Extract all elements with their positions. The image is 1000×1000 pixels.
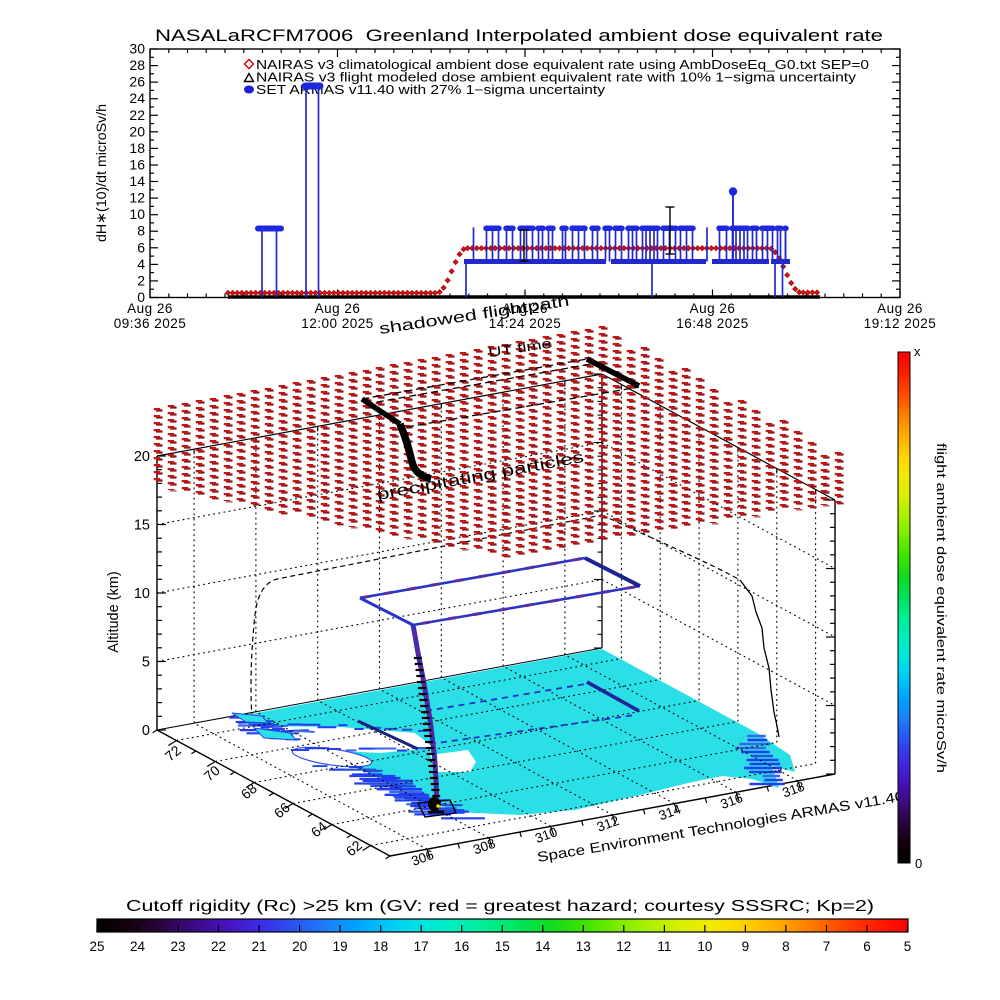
svg-text:x: x — [914, 344, 921, 359]
svg-text:0: 0 — [915, 856, 922, 871]
svg-text:20: 20 — [292, 939, 307, 954]
svg-text:14: 14 — [129, 173, 145, 189]
svg-text:11: 11 — [657, 939, 671, 954]
svg-text:19:12 2025: 19:12 2025 — [864, 316, 937, 331]
svg-text:5: 5 — [142, 655, 150, 671]
svg-text:0: 0 — [142, 723, 150, 739]
svg-text:318: 318 — [780, 779, 806, 801]
svg-text:30: 30 — [129, 41, 145, 57]
svg-text:12: 12 — [129, 190, 145, 206]
svg-text:dH∗(10)/dt microSv/h: dH∗(10)/dt microSv/h — [94, 104, 110, 242]
svg-text:308: 308 — [471, 836, 497, 858]
svg-text:28: 28 — [129, 57, 145, 73]
svg-text:4: 4 — [137, 256, 145, 272]
svg-text:8: 8 — [137, 223, 145, 239]
svg-text:10: 10 — [697, 939, 712, 954]
svg-text:Aug 26: Aug 26 — [502, 301, 548, 316]
svg-text:310: 310 — [533, 824, 559, 846]
svg-text:13: 13 — [576, 939, 591, 954]
svg-text:12: 12 — [616, 939, 631, 954]
svg-text:25: 25 — [89, 939, 104, 954]
svg-text:24: 24 — [129, 90, 145, 106]
svg-text:flight ambient dose equivalent: flight ambient dose equivalent rate micr… — [934, 443, 949, 773]
svg-text:9: 9 — [742, 939, 750, 954]
svg-text:8: 8 — [782, 939, 790, 954]
svg-text:306: 306 — [409, 847, 435, 869]
svg-text:Aug 26: Aug 26 — [877, 301, 923, 316]
svg-text:7: 7 — [823, 939, 831, 954]
svg-text:15: 15 — [134, 518, 150, 534]
svg-text:14:24 2025: 14:24 2025 — [489, 316, 562, 331]
svg-text:14: 14 — [535, 939, 551, 954]
svg-text:16: 16 — [454, 939, 469, 954]
svg-text:15: 15 — [495, 939, 510, 954]
svg-text:19: 19 — [333, 939, 348, 954]
svg-text:Altitude (km): Altitude (km) — [106, 571, 122, 652]
svg-text:312: 312 — [595, 813, 621, 835]
svg-text:NASALaRCFM7006 Greenland Inte: NASALaRCFM7006 Greenland Interpolated am… — [155, 27, 883, 45]
svg-text:72: 72 — [162, 742, 184, 764]
svg-text:Aug 26: Aug 26 — [690, 301, 736, 316]
svg-text:17: 17 — [414, 939, 429, 954]
svg-text:09:36 2025: 09:36 2025 — [114, 316, 187, 331]
svg-text:20: 20 — [134, 449, 150, 465]
svg-text:26: 26 — [129, 74, 145, 90]
svg-text:70: 70 — [201, 762, 223, 784]
svg-text:10: 10 — [129, 206, 145, 222]
svg-text:21: 21 — [252, 939, 267, 954]
svg-text:16: 16 — [129, 156, 145, 172]
svg-text:24: 24 — [130, 939, 146, 954]
svg-text:23: 23 — [171, 939, 186, 954]
svg-text:Aug 26: Aug 26 — [315, 301, 361, 316]
svg-text:SET ARMAS v11.40 with 27% 1−si: SET ARMAS v11.40 with 27% 1−sigma uncert… — [256, 83, 606, 97]
svg-text:316: 316 — [718, 790, 744, 812]
svg-text:Aug 26: Aug 26 — [127, 301, 173, 316]
svg-text:5: 5 — [904, 939, 912, 954]
svg-text:18: 18 — [129, 140, 145, 156]
svg-text:18: 18 — [373, 939, 388, 954]
svg-text:10: 10 — [134, 586, 150, 602]
svg-text:314: 314 — [657, 801, 684, 823]
svg-text:NAIRAS v3 climatological ambie: NAIRAS v3 climatological ambient dose eq… — [256, 58, 869, 72]
svg-text:22: 22 — [211, 939, 226, 954]
svg-text:2: 2 — [137, 272, 145, 288]
svg-text:12:00 2025: 12:00 2025 — [301, 316, 374, 331]
svg-text:6: 6 — [137, 239, 145, 255]
svg-text:NAIRAS v3 flight modeled dose: NAIRAS v3 flight modeled dose ambient eq… — [256, 71, 857, 85]
svg-text:Cutoff rigidity (Rc) >25 km (G: Cutoff rigidity (Rc) >25 km (GV: red = g… — [126, 898, 874, 915]
svg-text:16:48 2025: 16:48 2025 — [676, 316, 749, 331]
svg-text:6: 6 — [863, 939, 871, 954]
svg-text:0: 0 — [137, 289, 145, 305]
svg-text:22: 22 — [129, 107, 145, 123]
svg-text:20: 20 — [129, 123, 145, 139]
